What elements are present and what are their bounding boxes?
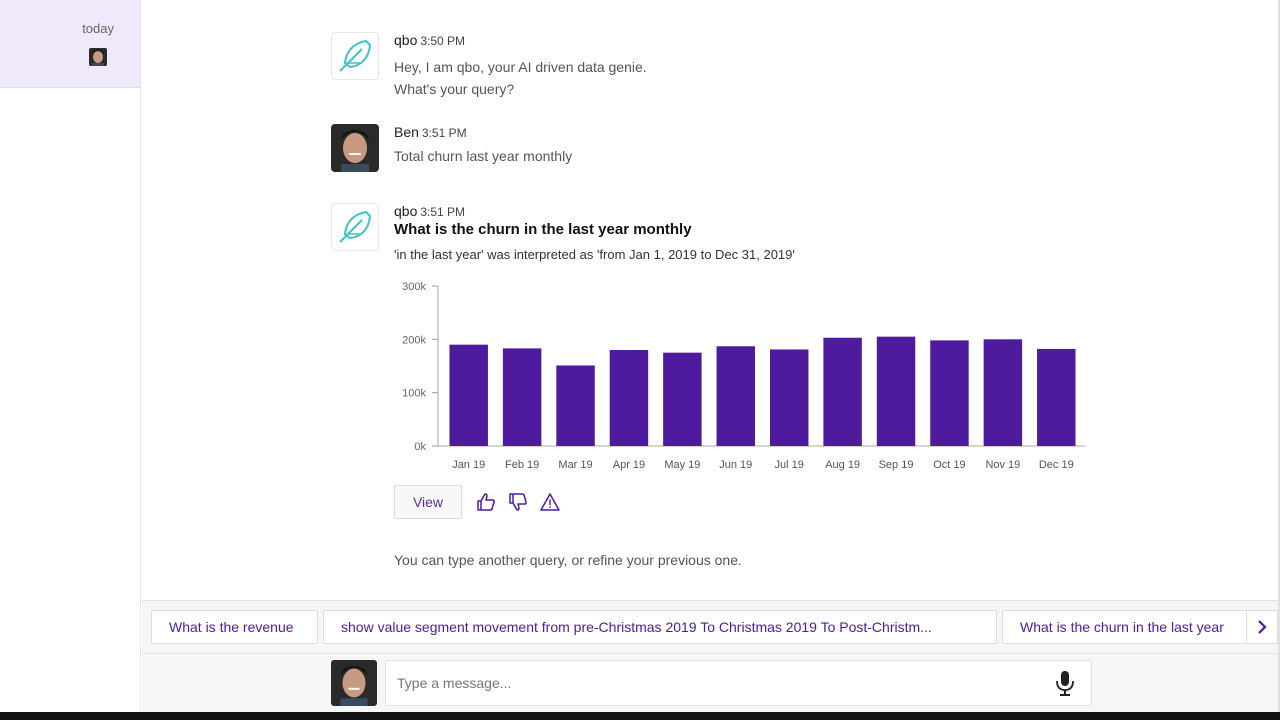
x-tick-label: Jan 19 bbox=[452, 459, 485, 471]
sidebar-date-label: today bbox=[82, 21, 114, 36]
x-tick-label: Apr 19 bbox=[613, 459, 645, 471]
message-line: What's your query? bbox=[394, 81, 515, 97]
churn-bar-chart: 0k 100k 200k 300k Jan 19 Feb 19 Mar 19 Apr 19 Ma… bbox=[402, 281, 1085, 471]
thumbs-down-icon[interactable] bbox=[506, 490, 530, 514]
sidebar-conversation-today[interactable]: today bbox=[0, 0, 140, 88]
x-tick-label: Nov 19 bbox=[985, 459, 1020, 471]
y-tick-label: 100k bbox=[402, 388, 426, 400]
sender-name: qbo bbox=[394, 203, 418, 219]
chart-bar[interactable] bbox=[983, 339, 1023, 446]
x-tick-label: May 19 bbox=[664, 459, 700, 471]
user-avatar bbox=[331, 660, 377, 706]
user-avatar-small bbox=[89, 48, 107, 66]
chart-bar[interactable] bbox=[930, 340, 969, 446]
chart-bar[interactable] bbox=[823, 337, 862, 446]
user-avatar bbox=[331, 124, 379, 172]
suggestion-bar: What is the revenue show value segment m… bbox=[142, 600, 1278, 654]
chart-bar[interactable] bbox=[502, 348, 542, 446]
chart-bar[interactable] bbox=[449, 344, 488, 446]
interpretation-note: 'in the last year' was interpreted as 'f… bbox=[394, 247, 795, 262]
x-tick-label: Feb 19 bbox=[505, 459, 539, 471]
message-time: 3:51 PM bbox=[421, 126, 467, 140]
message-time: 3:51 PM bbox=[420, 205, 466, 219]
chevron-right-icon[interactable] bbox=[1246, 610, 1278, 644]
message-time: 3:50 PM bbox=[420, 34, 466, 48]
sender-name: qbo bbox=[394, 32, 418, 48]
x-tick-label: Oct 19 bbox=[933, 459, 965, 471]
x-tick-label: Sep 19 bbox=[879, 459, 914, 471]
answer-actions: View bbox=[394, 485, 562, 519]
x-tick-label: Dec 19 bbox=[1039, 459, 1074, 471]
x-tick-label: Mar 19 bbox=[558, 459, 592, 471]
window-edge bbox=[1278, 0, 1280, 712]
x-tick-label: Aug 19 bbox=[825, 459, 860, 471]
warning-icon[interactable] bbox=[538, 490, 562, 514]
x-tick-label: Jul 19 bbox=[775, 459, 804, 471]
chart-bar[interactable] bbox=[609, 350, 649, 446]
qbo-feather-icon bbox=[331, 203, 379, 251]
chart-bar[interactable] bbox=[1037, 348, 1076, 446]
sidebar: today bbox=[0, 0, 141, 720]
x-tick-label: Jun 19 bbox=[719, 459, 752, 471]
chart-bar[interactable] bbox=[663, 352, 702, 446]
view-button[interactable]: View bbox=[394, 485, 462, 519]
answer-question: What is the churn in the last year month… bbox=[394, 221, 692, 238]
sender-name: Ben bbox=[394, 124, 419, 140]
composer bbox=[142, 654, 1278, 712]
chart-bar[interactable] bbox=[556, 365, 595, 446]
chart-bar[interactable] bbox=[716, 346, 756, 446]
hint-text: You can type another query, or refine yo… bbox=[394, 552, 742, 568]
taskbar-strip bbox=[0, 712, 1280, 720]
chart-bar[interactable] bbox=[769, 349, 809, 446]
y-tick-label: 300k bbox=[402, 281, 426, 293]
chat-area: qbo 3:50 PM Hey, I am qbo, your AI driven… bbox=[142, 0, 1278, 600]
message-line: Hey, I am qbo, your AI driven data genie… bbox=[394, 59, 647, 75]
suggestion-chip[interactable]: What is the revenue bbox=[151, 610, 318, 644]
message-text: Total churn last year monthly bbox=[394, 148, 573, 164]
suggestion-chip[interactable]: What is the churn in the last year bbox=[1002, 610, 1252, 644]
message-input[interactable] bbox=[385, 660, 1092, 706]
chart-bar[interactable] bbox=[876, 336, 916, 446]
thumbs-up-icon[interactable] bbox=[474, 490, 498, 514]
y-tick-label: 200k bbox=[402, 334, 426, 346]
y-tick-label: 0k bbox=[414, 441, 426, 453]
microphone-icon[interactable] bbox=[1053, 669, 1077, 697]
suggestion-chip[interactable]: show value segment movement from pre-Chr… bbox=[323, 610, 997, 644]
qbo-feather-icon bbox=[331, 32, 379, 80]
